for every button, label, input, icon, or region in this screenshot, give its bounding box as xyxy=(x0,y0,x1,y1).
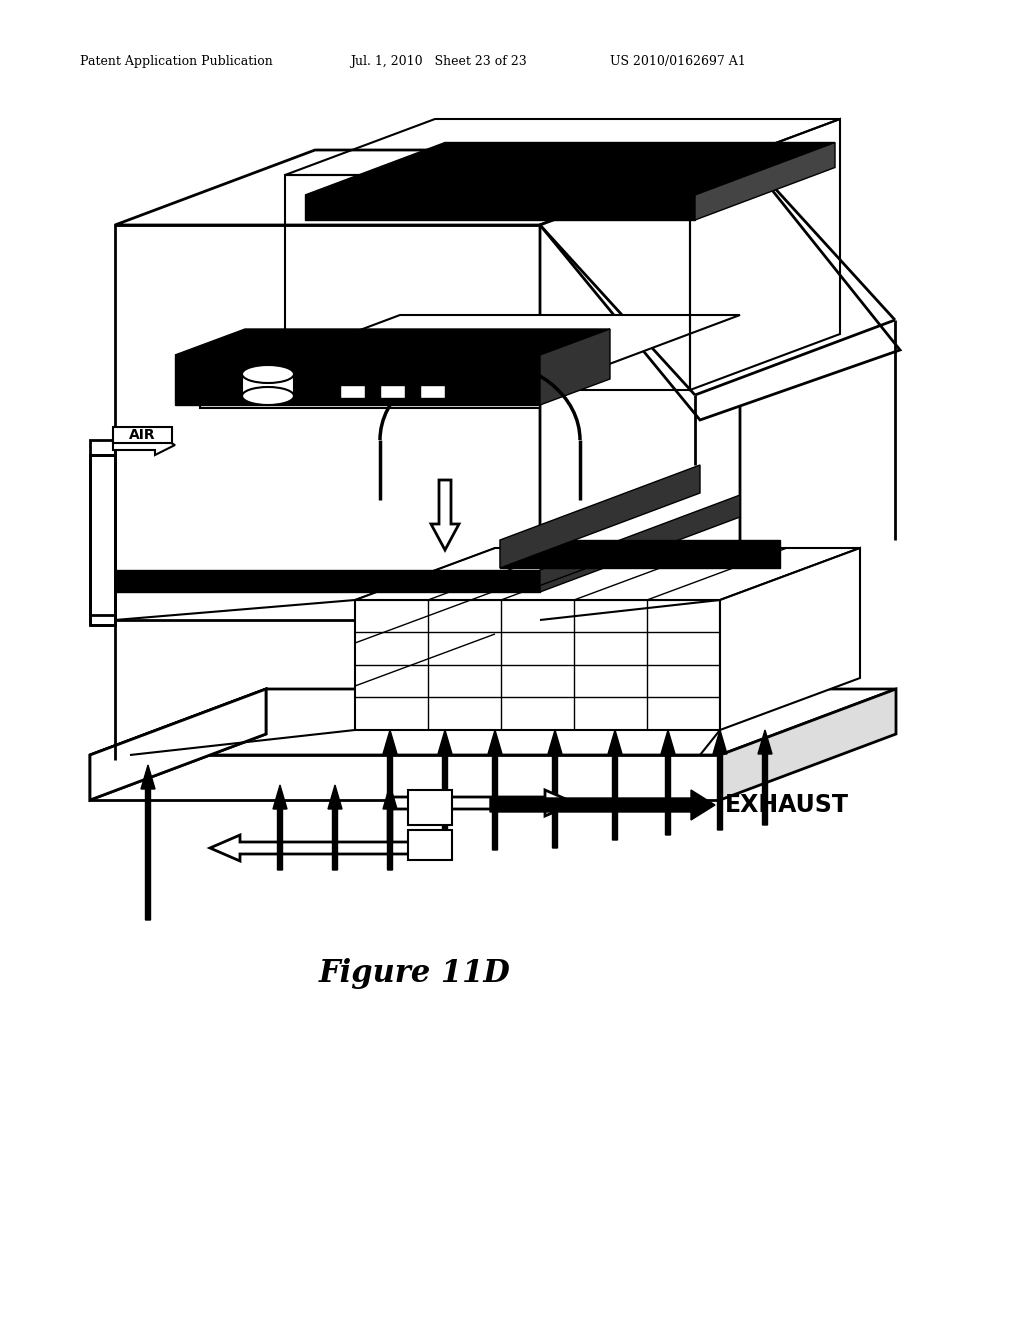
Polygon shape xyxy=(175,329,610,355)
Polygon shape xyxy=(490,789,715,820)
Polygon shape xyxy=(720,689,896,800)
Polygon shape xyxy=(115,570,540,591)
Polygon shape xyxy=(90,755,720,800)
Polygon shape xyxy=(115,150,740,224)
Polygon shape xyxy=(355,548,860,601)
Polygon shape xyxy=(175,355,540,405)
Polygon shape xyxy=(90,689,266,800)
Text: AIR: AIR xyxy=(129,428,156,442)
Text: Figure 11D: Figure 11D xyxy=(319,958,511,989)
Polygon shape xyxy=(200,315,740,389)
Text: Jul. 1, 2010   Sheet 23 of 23: Jul. 1, 2010 Sheet 23 of 23 xyxy=(350,55,526,69)
Ellipse shape xyxy=(242,366,294,383)
Polygon shape xyxy=(608,730,622,840)
Ellipse shape xyxy=(242,387,294,405)
Polygon shape xyxy=(540,495,740,591)
Text: Patent Application Publication: Patent Application Publication xyxy=(80,55,272,69)
Polygon shape xyxy=(90,689,896,755)
Polygon shape xyxy=(540,329,610,405)
Polygon shape xyxy=(115,224,540,620)
Polygon shape xyxy=(431,480,459,550)
Polygon shape xyxy=(420,385,445,399)
Polygon shape xyxy=(500,465,700,568)
Polygon shape xyxy=(305,195,695,220)
Polygon shape xyxy=(390,789,575,816)
Polygon shape xyxy=(662,730,675,836)
Polygon shape xyxy=(305,143,835,195)
Polygon shape xyxy=(383,785,397,870)
Polygon shape xyxy=(540,150,740,620)
Polygon shape xyxy=(90,689,266,800)
Polygon shape xyxy=(242,374,294,396)
Text: US 2010/0162697 A1: US 2010/0162697 A1 xyxy=(610,55,745,69)
Polygon shape xyxy=(355,601,720,730)
Polygon shape xyxy=(113,426,172,444)
Polygon shape xyxy=(540,150,900,420)
Polygon shape xyxy=(713,730,727,830)
Polygon shape xyxy=(500,540,780,568)
Polygon shape xyxy=(113,436,175,455)
Text: EXHAUST: EXHAUST xyxy=(725,793,849,817)
Polygon shape xyxy=(383,730,397,845)
Polygon shape xyxy=(380,385,406,399)
Polygon shape xyxy=(438,730,452,847)
Polygon shape xyxy=(695,143,835,220)
Polygon shape xyxy=(548,730,562,847)
Polygon shape xyxy=(328,785,342,870)
Polygon shape xyxy=(210,836,430,861)
Polygon shape xyxy=(408,789,452,825)
Polygon shape xyxy=(758,730,772,825)
Polygon shape xyxy=(273,785,287,870)
Polygon shape xyxy=(340,385,365,399)
Polygon shape xyxy=(720,548,860,730)
Polygon shape xyxy=(200,389,540,408)
Polygon shape xyxy=(408,830,452,861)
Polygon shape xyxy=(141,766,155,920)
Polygon shape xyxy=(488,730,502,850)
